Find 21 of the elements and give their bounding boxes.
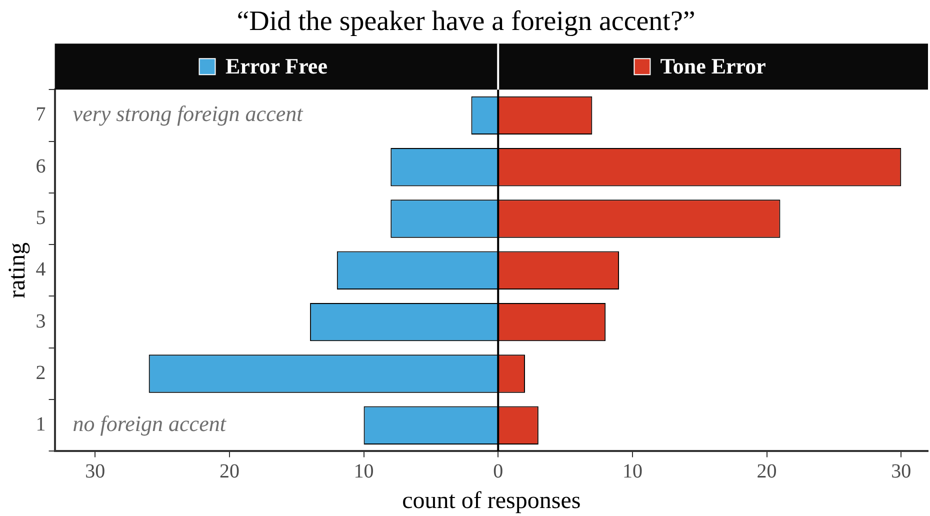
y-tick-label: 5 [36,206,46,229]
x-tick-label: 20 [756,460,777,482]
annotation: very strong foreign accent [72,101,304,126]
y-tick-label: 4 [36,258,46,281]
x-tick-label: 10 [354,460,374,482]
x-tick-label: 10 [622,460,642,482]
annotation: no foreign accent [72,411,227,436]
y-tick-label: 3 [36,310,46,332]
chart-title: “Did the speaker have a foreign accent?” [236,6,696,38]
y-axis-title: rating [4,242,31,298]
x-tick-label: 20 [219,460,240,482]
x-tick-label: 0 [493,460,504,482]
y-tick-label: 2 [36,362,46,384]
legend-label: Tone Error [660,53,766,78]
y-tick-label: 1 [36,414,46,436]
x-tick-label: 30 [85,460,106,482]
y-tick-label: 6 [36,155,46,178]
legend-label: Error Free [225,53,328,78]
x-axis-title: count of responses [402,488,581,514]
y-tick-label: 7 [36,104,46,126]
x-tick-label: 30 [891,460,912,482]
